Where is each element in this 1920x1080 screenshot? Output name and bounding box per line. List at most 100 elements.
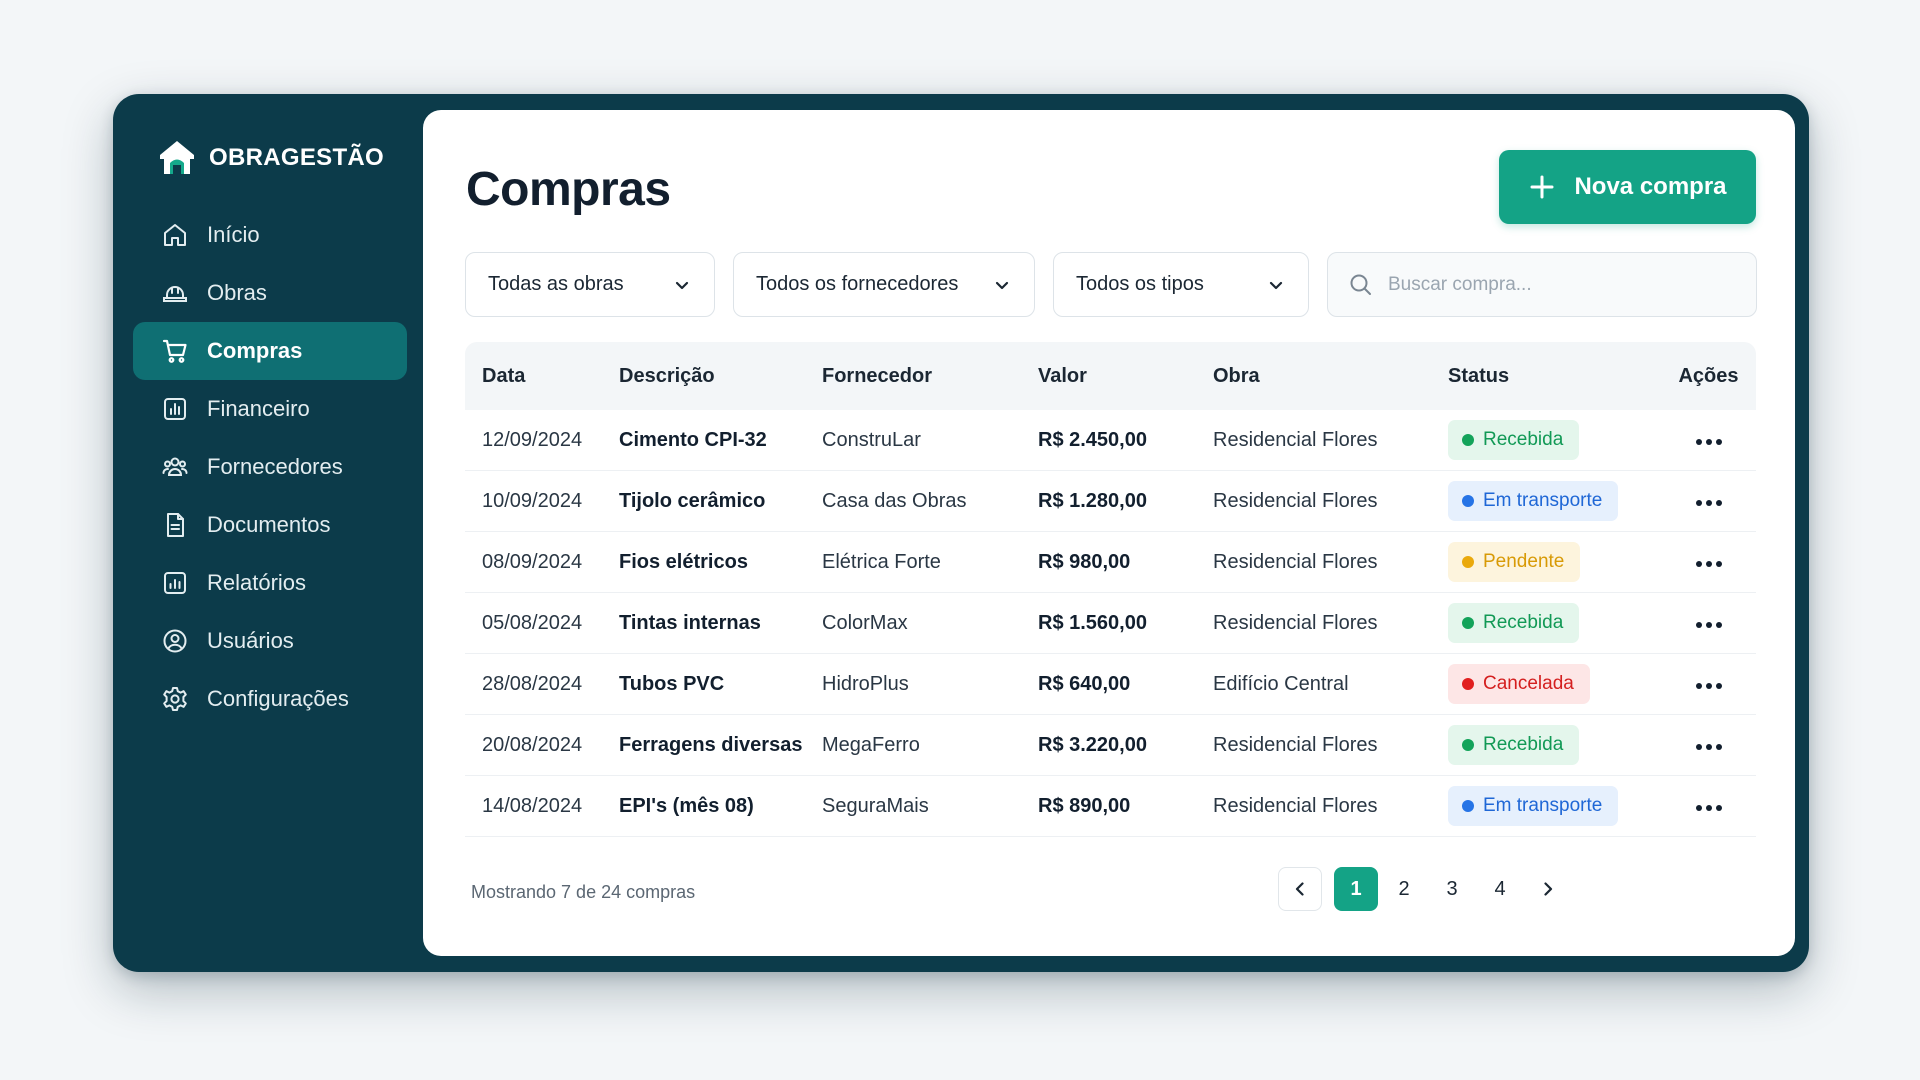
column-header-status[interactable]: Status [1448,364,1510,387]
column-header-valor[interactable]: Valor [1038,364,1087,387]
table-row[interactable]: 20/08/2024 Ferragens diversas MegaFerro … [465,715,1756,776]
filters-bar: Todas as obras Todos os fornecedores Tod… [465,252,1757,317]
cell-descricao: Tubos PVC [619,672,725,695]
more-actions-icon[interactable] [1688,553,1730,575]
status-badge: Recebida [1448,420,1580,460]
cell-obra: Residencial Flores [1213,428,1378,451]
cell-fornecedor: Elétrica Forte [822,550,941,573]
status-dot [1462,739,1474,751]
more-actions-icon[interactable] [1688,736,1730,758]
sidebar-item-fornecedores[interactable]: Fornecedores [133,438,407,496]
status-label: Cancelada [1483,673,1574,694]
sidebar-item-financeiro[interactable]: Financeiro [133,380,407,438]
sidebar-item-compras[interactable]: Compras [133,322,407,380]
new-purchase-label: Nova compra [1574,173,1727,200]
cell-status: Recebida [1448,420,1661,460]
cell-status: Recebida [1448,603,1661,643]
column-header-acoes: Ações [1678,364,1739,387]
table-row[interactable]: 10/09/2024 Tijolo cerâmico Casa das Obra… [465,471,1756,532]
cell-obra: Residencial Flores [1213,733,1378,756]
cell-obra: Residencial Flores [1213,489,1378,512]
prev-page-button[interactable] [1278,867,1322,911]
sidebar-item-label: Financeiro [207,396,310,421]
cell-acoes [1661,611,1756,636]
sidebar-item-usuarios[interactable]: Usuários [133,612,407,670]
brand[interactable]: OBRAGESTÃO [157,138,384,178]
plus-icon [1530,175,1554,199]
chevron-down-icon [995,281,1009,289]
page-title: Compras [466,163,671,216]
more-actions-icon[interactable] [1688,675,1730,697]
cell-status: Cancelada [1448,664,1661,704]
sidebar-item-label: Compras [207,338,303,363]
table-row[interactable]: 12/09/2024 Cimento CPI-32 ConstruLar R$ … [465,410,1756,471]
user-icon [161,627,189,655]
cell-acoes [1661,794,1756,819]
sidebar-nav: Início Obras Compras Financeiro [133,206,407,728]
page-button-4[interactable]: 4 [1494,877,1506,900]
column-header-obra[interactable]: Obra [1213,364,1260,387]
helmet-icon [161,279,189,307]
sidebar-item-obras[interactable]: Obras [133,264,407,322]
more-actions-icon[interactable] [1688,797,1730,819]
cell-valor: R$ 1.560,00 [1038,611,1147,634]
page-button-2[interactable]: 2 [1398,877,1410,900]
status-label: Em transporte [1483,490,1603,511]
page-button-1[interactable]: 1 [1334,867,1378,911]
chevron-right-icon [1544,882,1553,896]
status-badge: Recebida [1448,603,1580,643]
chevron-down-icon [675,281,689,289]
search-icon [1350,274,1371,295]
table-row[interactable]: 14/08/2024 EPI's (mês 08) SeguraMais R$ … [465,776,1756,837]
column-header-data[interactable]: Data [482,364,526,387]
status-dot [1462,617,1474,629]
search-box [1327,252,1757,317]
obras-select[interactable]: Todas as obras [465,252,715,317]
sidebar-item-label: Fornecedores [207,454,343,479]
status-badge: Em transporte [1448,481,1619,521]
table-row[interactable]: 28/08/2024 Tubos PVC HidroPlus R$ 640,00… [465,654,1756,715]
status-dot [1462,678,1474,690]
cell-acoes [1661,733,1756,758]
column-header-fornecedor[interactable]: Fornecedor [822,364,933,387]
column-header-descricao[interactable]: Descrição [619,364,715,387]
home-icon [161,221,189,249]
status-dot [1462,495,1474,507]
sidebar-item-inicio[interactable]: Início [133,206,407,264]
cell-descricao: Cimento CPI-32 [619,428,767,451]
status-label: Recebida [1483,429,1564,450]
cell-status: Em transporte [1448,786,1661,826]
more-actions-icon[interactable] [1688,431,1730,453]
sidebar-item-label: Obras [207,280,267,305]
cell-data: 12/09/2024 [482,428,583,451]
table-row[interactable]: 08/09/2024 Fios elétricos Elétrica Forte… [465,532,1756,593]
cell-obra: Residencial Flores [1213,794,1378,817]
cell-obra: Edifício Central [1213,672,1349,695]
sidebar-item-configuracoes[interactable]: Configurações [133,670,407,728]
fornecedores-select[interactable]: Todos os fornecedores [733,252,1035,317]
page-button-3[interactable]: 3 [1446,877,1458,900]
cell-acoes [1661,489,1756,514]
cell-descricao: Ferragens diversas [619,733,803,756]
cell-valor: R$ 980,00 [1038,550,1131,573]
pagination: 1 2 3 4 [1278,867,1570,911]
next-page-button[interactable] [1526,867,1570,911]
cell-status: Pendente [1448,542,1661,582]
sidebar-item-documentos[interactable]: Documentos [133,496,407,554]
cell-fornecedor: ConstruLar [822,428,921,451]
chevron-down-icon [1269,281,1283,289]
cell-descricao: Tintas internas [619,611,761,634]
more-actions-icon[interactable] [1688,492,1730,514]
cell-obra: Residencial Flores [1213,550,1378,573]
obras-select-value: Todas as obras [488,273,624,295]
cell-fornecedor: Casa das Obras [822,489,967,512]
cell-valor: R$ 2.450,00 [1038,428,1147,451]
cell-valor: R$ 640,00 [1038,672,1131,695]
status-badge: Em transporte [1448,786,1619,826]
new-purchase-button[interactable]: Nova compra [1499,150,1756,224]
table-row[interactable]: 05/08/2024 Tintas internas ColorMax R$ 1… [465,593,1756,654]
tipos-select[interactable]: Todos os tipos [1053,252,1309,317]
sidebar-item-relatorios[interactable]: Relatórios [133,554,407,612]
search-input[interactable] [1388,273,1728,296]
more-actions-icon[interactable] [1688,614,1730,636]
